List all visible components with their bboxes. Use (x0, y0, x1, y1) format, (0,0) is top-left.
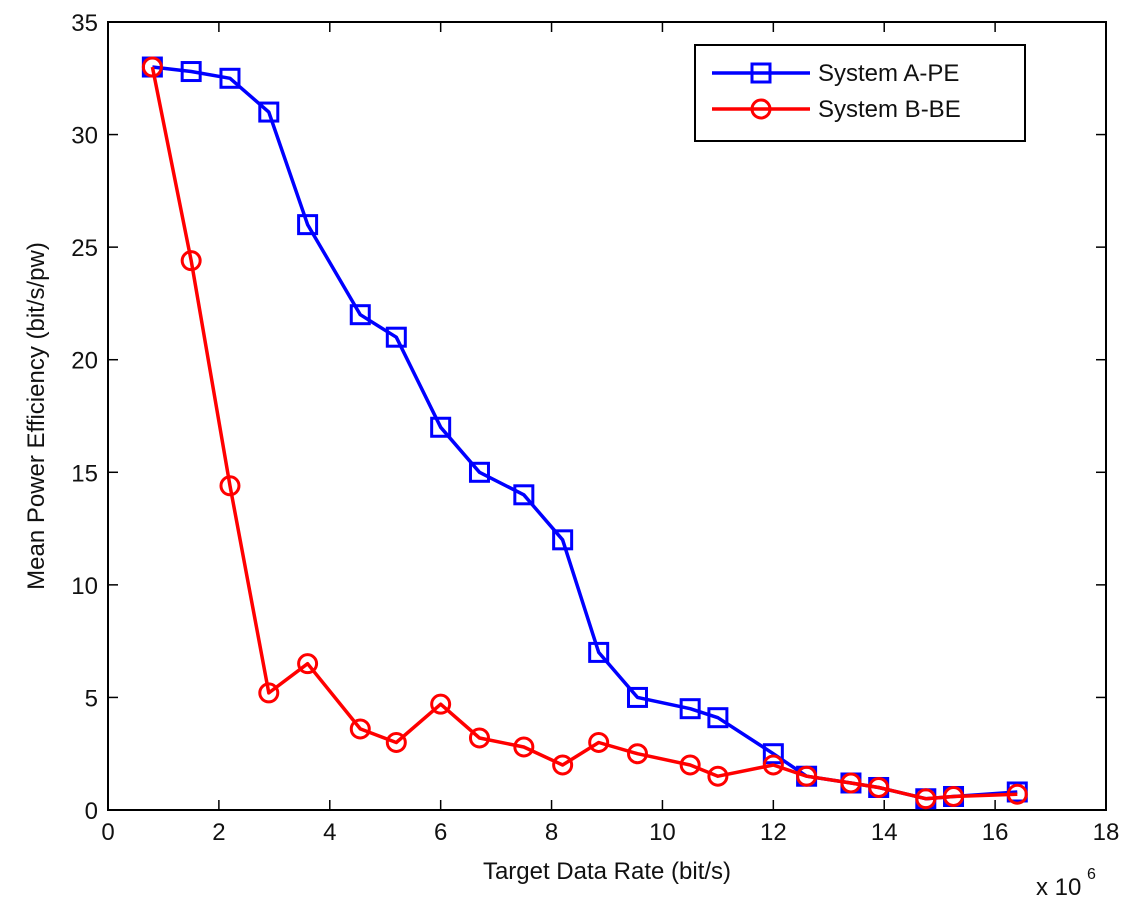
data-point-square (468, 461, 490, 483)
legend-marker-square (750, 62, 772, 84)
x-tick-label: 2 (212, 819, 225, 846)
y-axis-ticks: 0 5 10 15 20 25 30 35 (71, 10, 1106, 825)
legend-label: System A-PE (818, 60, 959, 87)
x-tick-label: 6 (434, 819, 447, 846)
x-tick-label: 10 (649, 819, 676, 846)
data-point-square (588, 641, 610, 663)
y-tick-label: 0 (85, 798, 98, 825)
data-point-circle (180, 250, 202, 272)
data-point-square (552, 529, 574, 551)
data-point-circle (513, 736, 535, 758)
data-point-square (219, 67, 241, 89)
x-tick-label: 8 (545, 819, 558, 846)
y-tick-label: 35 (71, 10, 98, 37)
y-axis-label: Mean Power Efficiency (bit/s/pw) (23, 242, 50, 590)
legend-entry: System A-PE (712, 60, 959, 87)
data-point-square (349, 304, 371, 326)
x-tick-label: 0 (101, 819, 114, 846)
data-point-circle (762, 754, 784, 776)
data-point-circle (258, 682, 280, 704)
data-point-circle (430, 693, 452, 715)
x-tick-label: 16 (982, 819, 1009, 846)
series-line (150, 66, 1018, 801)
y-tick-label: 15 (71, 460, 98, 487)
data-point-square (180, 61, 202, 83)
plot-area (107, 21, 1107, 811)
data-point-circle (468, 727, 490, 749)
data-point-circle (840, 772, 862, 794)
x-axis-label: Target Data Rate (bit/s) (483, 858, 731, 885)
svg-text:6: 6 (1087, 866, 1096, 883)
legend-box (694, 44, 1026, 142)
data-point-square (707, 707, 729, 729)
data-point-circle (552, 754, 574, 776)
data-point-square (679, 698, 701, 720)
data-point-circle (626, 743, 648, 765)
data-point-square (762, 743, 784, 765)
data-point-circle (796, 765, 818, 787)
data-point-square (430, 416, 452, 438)
y-tick-label: 10 (71, 573, 98, 600)
legend-entry: System B-BE (712, 96, 961, 123)
series-2 (141, 56, 1028, 810)
y-tick-label: 20 (71, 348, 98, 375)
data-point-circle (219, 475, 241, 497)
series-layer (141, 56, 1028, 810)
data-point-circle (385, 731, 407, 753)
x-axis-ticks: 0 2 4 6 8 10 12 14 16 18 (101, 22, 1119, 846)
y-tick-label: 5 (85, 685, 98, 712)
legend: System A-PE System B-BE (694, 44, 1026, 142)
x-axis-multiplier: x 10 6 (1036, 866, 1096, 901)
x-tick-label: 4 (323, 819, 336, 846)
svg-text:x 10: x 10 (1036, 874, 1081, 901)
data-point-circle (943, 785, 965, 807)
data-point-circle (349, 718, 371, 740)
data-point-square (626, 686, 648, 708)
data-point-square (385, 326, 407, 348)
y-tick-label: 30 (71, 123, 98, 150)
data-point-circle (588, 731, 610, 753)
data-point-circle (679, 754, 701, 776)
x-tick-label: 18 (1093, 819, 1120, 846)
y-tick-label: 25 (71, 235, 98, 262)
legend-label: System B-BE (818, 96, 961, 123)
data-point-circle (141, 56, 163, 78)
data-point-square (513, 484, 535, 506)
data-point-circle (915, 788, 937, 810)
data-point-square (258, 101, 280, 123)
data-point-circle (707, 765, 729, 787)
data-point-circle (1006, 783, 1028, 805)
data-point-circle (297, 653, 319, 675)
legend-marker-circle (750, 98, 772, 120)
x-tick-label: 12 (760, 819, 787, 846)
data-point-circle (868, 776, 890, 798)
x-tick-label: 14 (871, 819, 898, 846)
data-point-square (297, 214, 319, 236)
